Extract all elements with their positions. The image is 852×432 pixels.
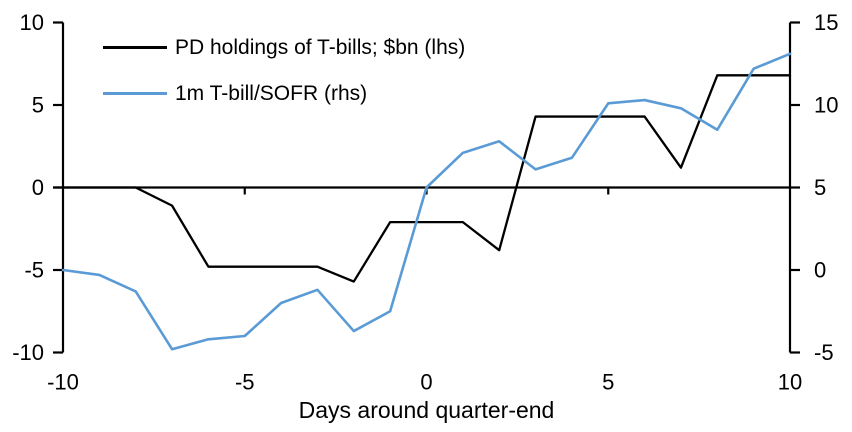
series-line-pd-holdings: [61, 74, 792, 283]
x-axis-tick-label: -10: [47, 370, 79, 395]
legend-item-tbill-sofr: 1m T-bill/SOFR (rhs): [103, 80, 465, 107]
legend-item-pd-holdings: PD holdings of T-bills; $bn (lhs): [103, 34, 465, 61]
x-axis-tick-label: 5: [602, 370, 614, 395]
left-axis-tick-label: -5: [24, 258, 44, 283]
right-axis-tick-label: 0: [814, 258, 826, 283]
right-axis-tick-label: 15: [814, 10, 838, 35]
x-axis-title: Days around quarter-end: [298, 397, 555, 423]
legend: PD holdings of T-bills; $bn (lhs) 1m T-b…: [103, 34, 465, 126]
left-axis-tick-label: 0: [32, 175, 44, 200]
right-axis-tick-label: 10: [814, 93, 838, 118]
legend-label-tbill-sofr: 1m T-bill/SOFR (rhs): [175, 82, 368, 105]
right-axis-tick-label: -5: [814, 340, 834, 365]
legend-line-sample-black: [103, 46, 167, 49]
x-axis-tick-label: -5: [235, 370, 255, 395]
legend-line-sample-blue: [103, 92, 167, 95]
series-line-tbill-sofr: [61, 52, 792, 351]
left-axis-tick-label: -10: [12, 340, 44, 365]
right-axis-tick-label: 5: [814, 175, 826, 200]
legend-label-pd-holdings: PD holdings of T-bills; $bn (lhs): [175, 36, 466, 59]
left-axis-tick-label: 5: [32, 93, 44, 118]
left-axis-tick-label: 10: [20, 10, 44, 35]
x-axis-tick-label: 10: [778, 370, 802, 395]
x-axis-tick-label: 0: [420, 370, 432, 395]
